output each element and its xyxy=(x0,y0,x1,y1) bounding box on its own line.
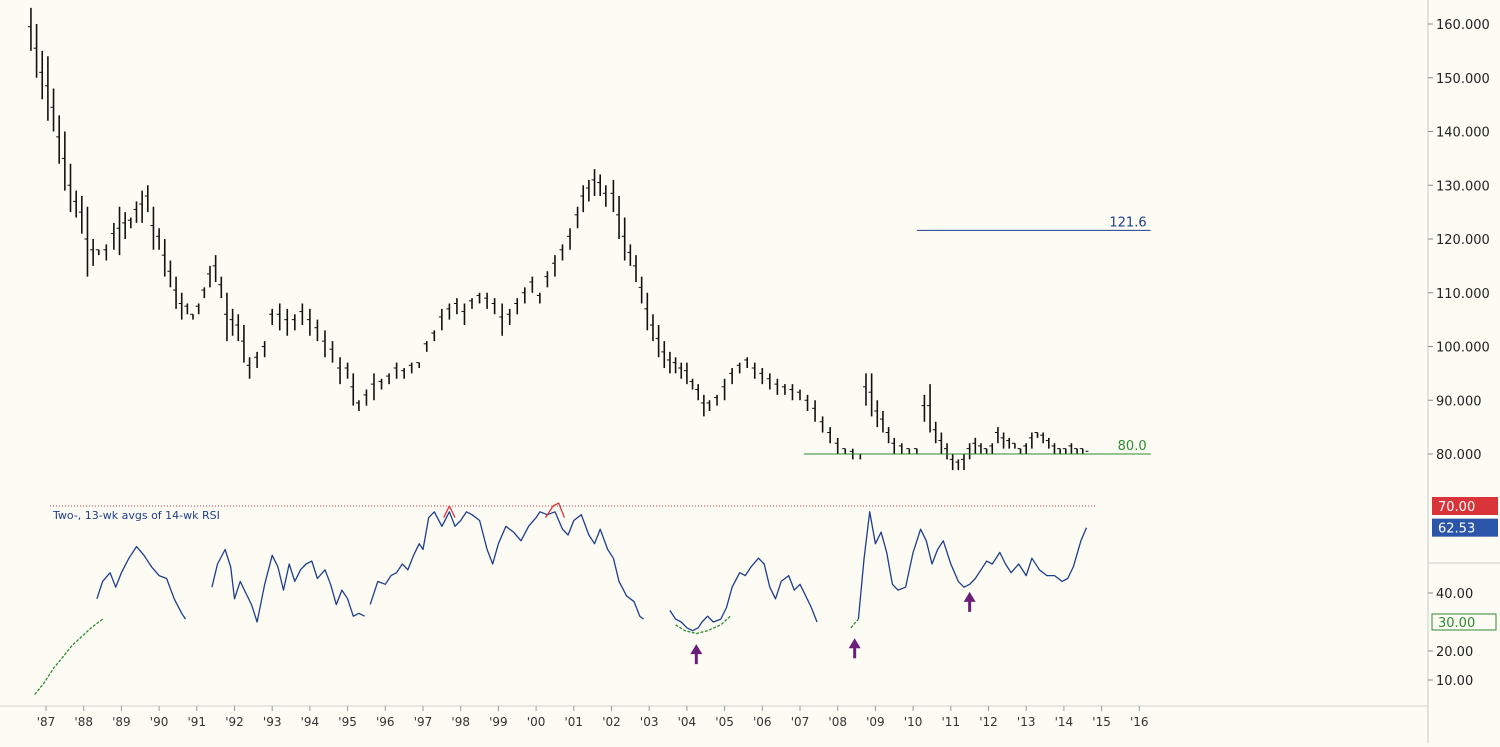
x-tick-label: '03 xyxy=(640,715,659,729)
rsi-series-line xyxy=(850,618,859,629)
x-tick-label: '91 xyxy=(188,715,207,729)
rsi-badge xyxy=(1432,518,1498,537)
x-axis: '87 '88 '89 '90 '91 '92 '93 '94 '95 '96 '97 '98 '99 '… xyxy=(37,706,1149,729)
price-axis: 160.000 150.000 140.000 130.000 120.000 110.0… xyxy=(1428,18,1490,463)
price-tick-label: 120.000 xyxy=(1436,233,1490,248)
rsi-series-line xyxy=(675,615,731,635)
price-bars xyxy=(27,7,1089,471)
price-tick-label: 130.000 xyxy=(1436,179,1490,194)
price-tick-label: 100.000 xyxy=(1436,341,1490,356)
x-tick-label: '07 xyxy=(791,715,810,729)
price-tick-label: 90.000 xyxy=(1436,394,1482,409)
x-tick-label: '01 xyxy=(565,715,584,729)
x-tick-label: '12 xyxy=(979,715,998,729)
rsi-series-line xyxy=(669,557,818,632)
x-tick-label: '02 xyxy=(602,715,621,729)
x-tick-label: '90 xyxy=(150,715,169,729)
rsi-tick-label: 20.00 xyxy=(1436,645,1473,660)
rsi-series-line xyxy=(96,545,187,620)
x-tick-label: '08 xyxy=(828,715,847,729)
arrow-marker-head xyxy=(963,591,976,602)
price-tick-label: 150.000 xyxy=(1436,72,1490,87)
x-tick-label: '92 xyxy=(225,715,244,729)
rsi-badge-label: 70.00 xyxy=(1438,500,1475,515)
x-tick-label: '04 xyxy=(678,715,697,729)
rsi-series-line xyxy=(857,511,1088,620)
x-tick-label: '88 xyxy=(74,715,93,729)
x-tick-label: '15 xyxy=(1092,715,1111,729)
x-tick-label: '97 xyxy=(414,715,433,729)
arrow-marker-head xyxy=(690,644,703,655)
rsi-badge xyxy=(1431,613,1497,631)
price-tick-label: 160.000 xyxy=(1436,18,1490,33)
x-tick-label: '14 xyxy=(1055,715,1074,729)
x-tick-label: '89 xyxy=(112,715,131,729)
rsi-title: Two-, 13-wk avgs of 14-wk RSI xyxy=(52,509,220,522)
rsi-axis: 40.00 20.00 10.00 70.00 62.53 30.00 xyxy=(1428,497,1498,689)
price-tick-label: 140.000 xyxy=(1436,126,1490,141)
arrow-marker-head xyxy=(848,638,861,649)
rsi-tick-label: 40.00 xyxy=(1436,587,1473,602)
x-tick-label: '95 xyxy=(338,715,357,729)
rsi-series-line xyxy=(443,505,456,518)
x-tick-label: '98 xyxy=(451,715,470,729)
x-tick-label: '99 xyxy=(489,715,508,729)
price-tick-label: 80.000 xyxy=(1436,448,1482,463)
rsi-badge-label: 30.00 xyxy=(1438,616,1475,631)
rsi-series-line xyxy=(544,502,566,518)
x-tick-label: '13 xyxy=(1017,715,1036,729)
x-tick-label: '00 xyxy=(527,715,546,729)
price-tick-label: 110.000 xyxy=(1436,287,1490,302)
rsi-badge-label: 62.53 xyxy=(1438,522,1475,537)
x-tick-label: '87 xyxy=(37,715,56,729)
rsi-badge xyxy=(1432,497,1498,515)
level-label: 80.0 xyxy=(1118,439,1147,454)
x-tick-label: '05 xyxy=(715,715,734,729)
level-label: 121.6 xyxy=(1109,215,1146,230)
rsi-series-line xyxy=(369,511,644,620)
price-annotations: 121.6 80.0 xyxy=(803,215,1151,455)
rsi-tick-label: 10.00 xyxy=(1436,674,1473,689)
x-tick-label: '10 xyxy=(904,715,923,729)
x-tick-label: '16 xyxy=(1130,715,1149,729)
x-tick-label: '93 xyxy=(263,715,282,729)
rsi-series-line xyxy=(34,618,103,695)
x-tick-label: '06 xyxy=(753,715,772,729)
rsi-series-line xyxy=(211,548,365,623)
x-tick-label: '94 xyxy=(301,715,320,729)
x-tick-label: '11 xyxy=(942,715,961,729)
rsi-pane: Two-, 13-wk avgs of 14-wk RSI xyxy=(50,505,1097,522)
rsi-lines xyxy=(34,502,1088,695)
x-tick-label: '09 xyxy=(866,715,885,729)
x-tick-label: '96 xyxy=(376,715,395,729)
